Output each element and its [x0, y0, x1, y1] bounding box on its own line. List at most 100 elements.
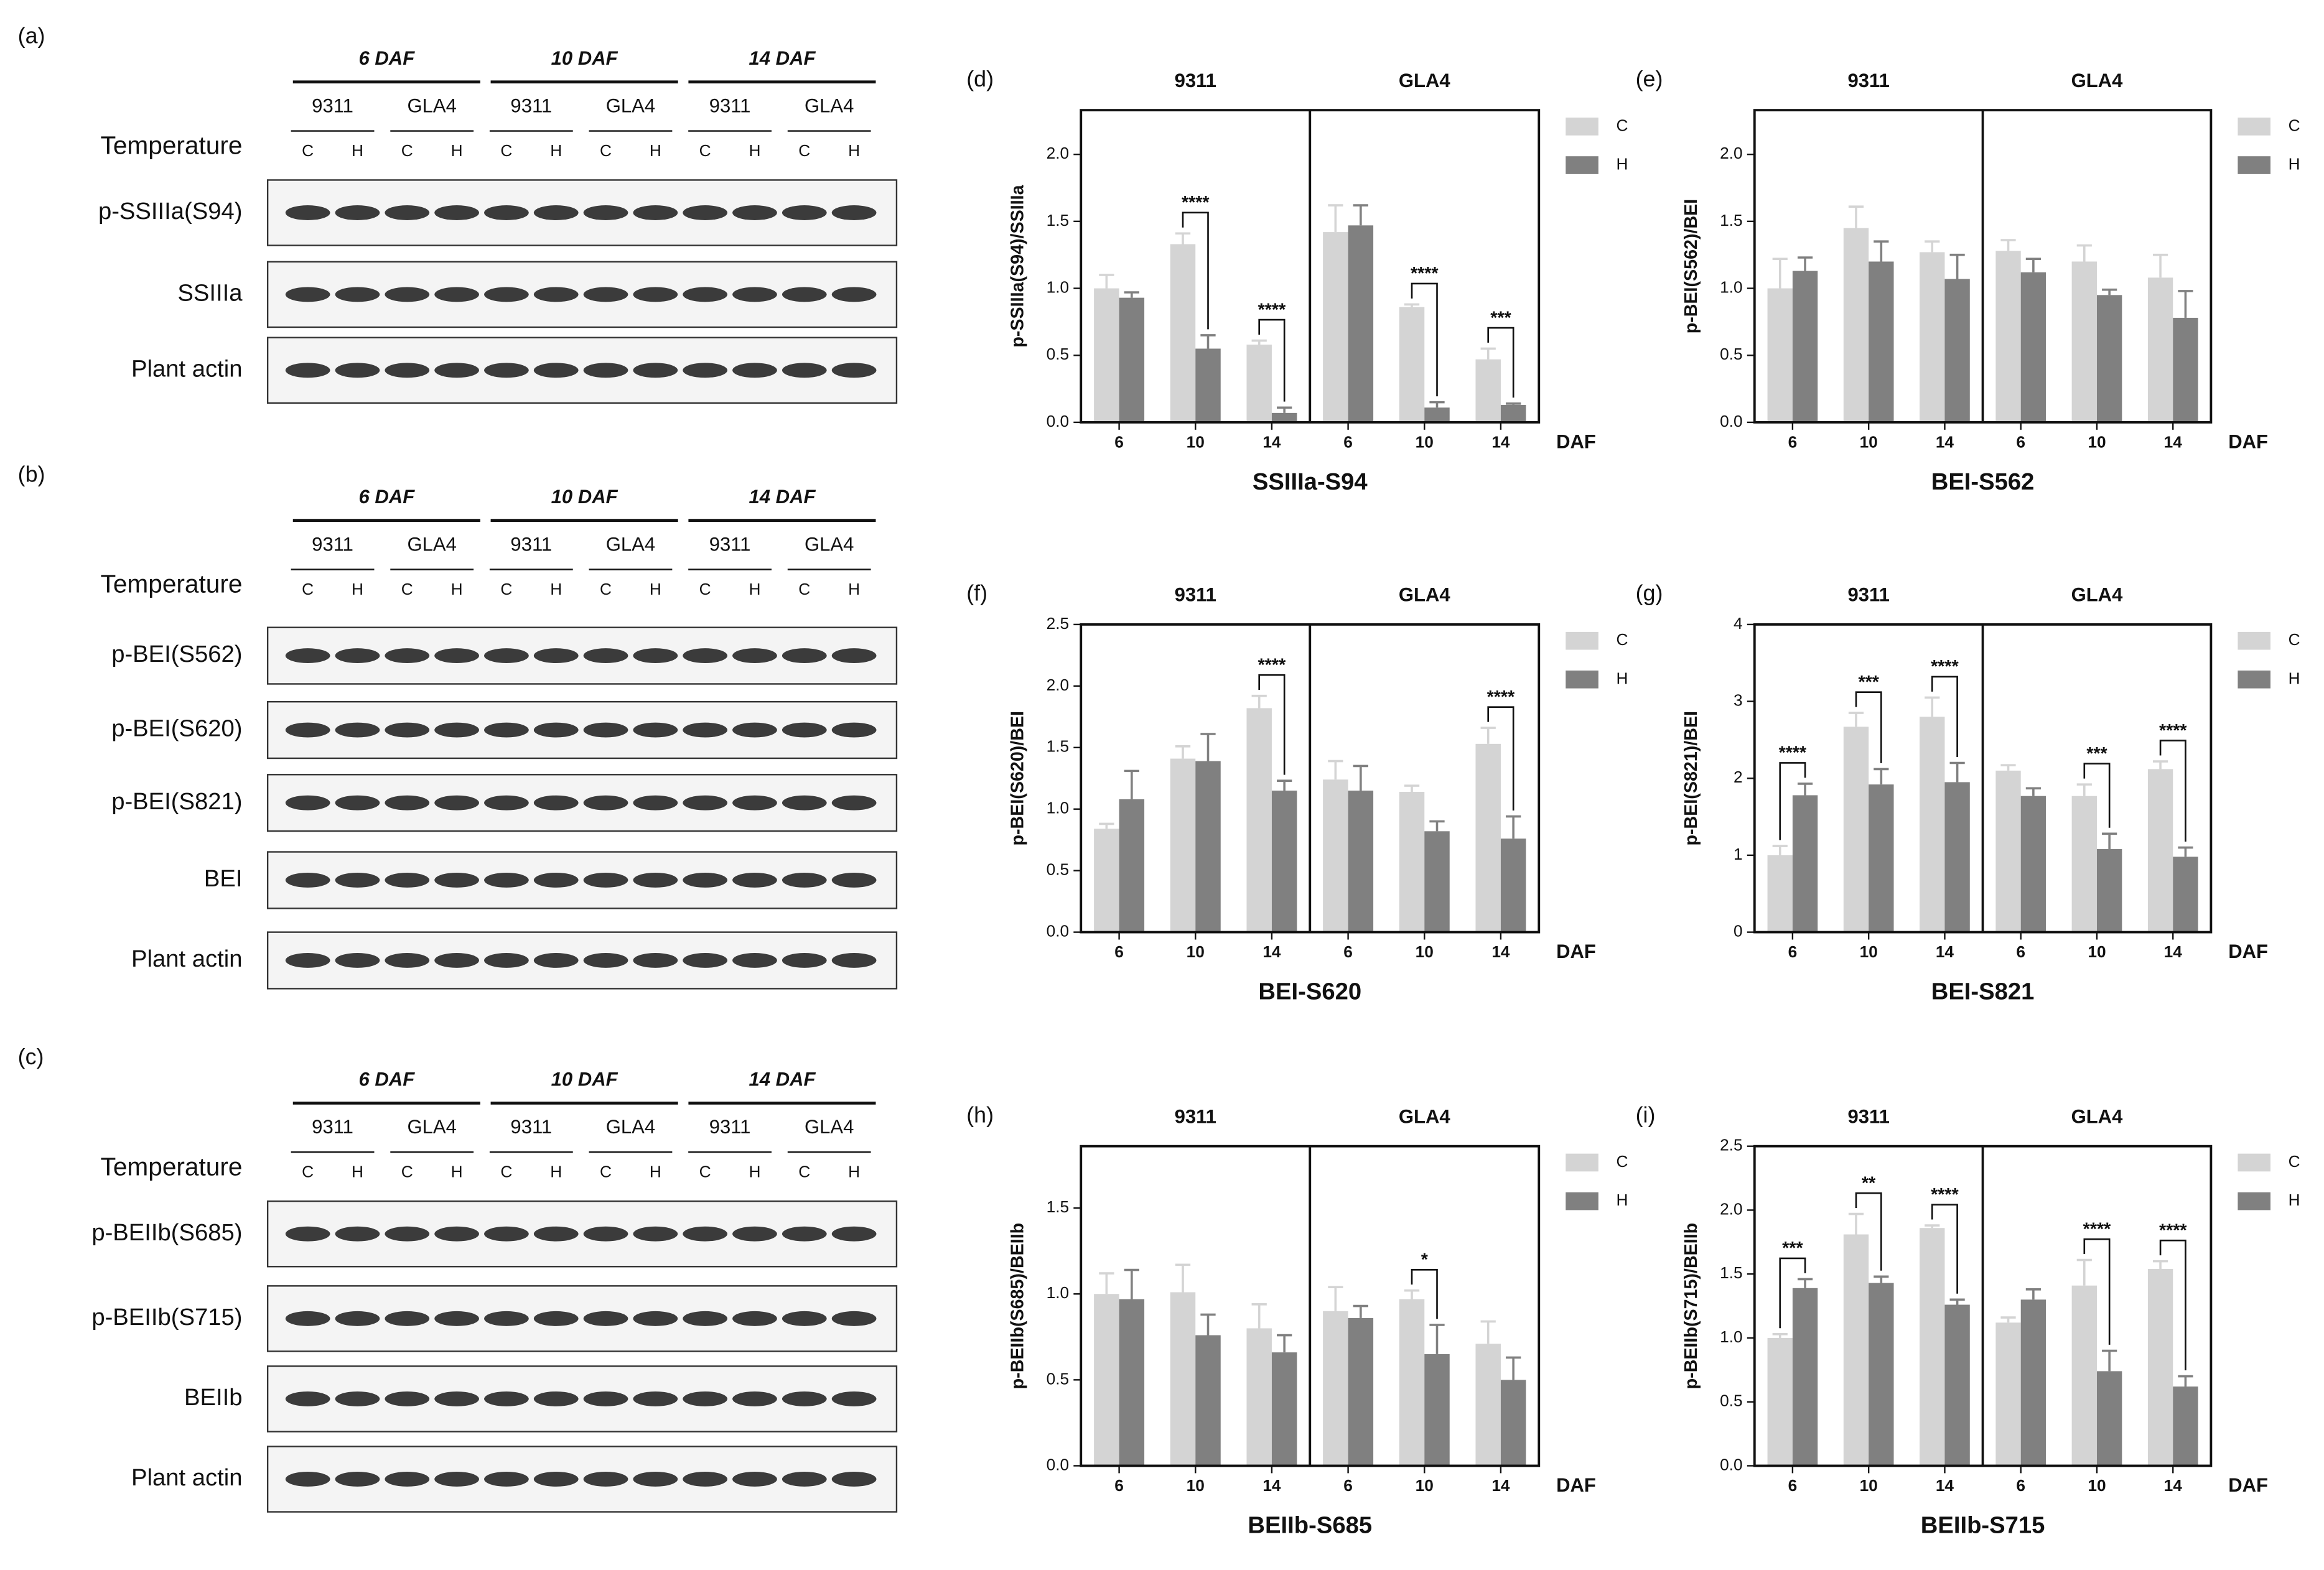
bar [1767, 288, 1793, 422]
temperature: C [302, 141, 314, 160]
chart-title: BEI-S821 [1931, 978, 2035, 1005]
band [335, 1226, 380, 1242]
bar [1869, 261, 1894, 422]
band [434, 287, 479, 302]
group-label: GLA4 [2071, 584, 2124, 606]
band [285, 795, 330, 811]
band [434, 722, 479, 738]
chart-title: SSIIIa-S94 [1253, 468, 1368, 495]
band [633, 648, 678, 664]
x-tick-label: 14 [1936, 942, 1954, 961]
band [583, 363, 628, 378]
band [434, 795, 479, 811]
band [385, 363, 430, 378]
chart-title: BEI-S620 [1258, 978, 1361, 1005]
bar [2020, 1299, 2046, 1466]
genotype-label: 9311 [312, 95, 353, 117]
band [434, 205, 479, 220]
temperature: H [352, 141, 363, 160]
band [831, 1311, 877, 1326]
temperature: C [500, 1163, 512, 1181]
x-tick-label: 14 [1262, 942, 1281, 961]
genotype-label: 9311 [709, 95, 751, 117]
band [484, 872, 529, 888]
x-tick-label: 10 [1187, 942, 1205, 961]
band [831, 287, 877, 302]
legend-swatch [1566, 670, 1598, 689]
band [434, 1311, 479, 1326]
bar [1767, 855, 1793, 932]
chart-title: BEI-S562 [1931, 468, 2035, 495]
genotype-label: 9311 [510, 1116, 552, 1138]
row-label: p-BEIIb(S685) [91, 1219, 242, 1246]
band [335, 795, 380, 811]
band [633, 1472, 678, 1487]
band [385, 1391, 430, 1406]
y-tick-label: 0.5 [1720, 1391, 1743, 1410]
group-label: GLA4 [1399, 1105, 1451, 1127]
band [683, 872, 728, 888]
band [434, 953, 479, 968]
significance-bracket [1931, 676, 1958, 757]
band [285, 722, 330, 738]
band [335, 648, 380, 664]
bar [1944, 279, 1970, 422]
x-tick-label: 14 [1262, 1476, 1281, 1495]
band [434, 648, 479, 664]
band [285, 1391, 330, 1406]
significance-label: **** [1931, 1185, 1959, 1205]
band [831, 1226, 877, 1242]
bar [2147, 277, 2173, 422]
bar [2096, 295, 2122, 422]
legend-swatch [1566, 631, 1598, 650]
x-tick-label: 6 [1788, 1476, 1798, 1495]
bar [1399, 792, 1425, 932]
band [434, 1472, 479, 1487]
band [683, 1226, 728, 1242]
significance-label: **** [2083, 1219, 2111, 1239]
group-header: 6 DAF [358, 47, 415, 69]
band [434, 1391, 479, 1406]
band [533, 363, 579, 378]
bar [1348, 1317, 1374, 1466]
temperature: C [500, 580, 512, 598]
significance-bracket [1258, 318, 1286, 402]
bar [1792, 1288, 1818, 1466]
bar [1246, 345, 1272, 422]
row-label: p-SSIIIa(S94) [98, 198, 243, 225]
significance-label: **** [1931, 657, 1959, 677]
x-tick-label: 14 [1936, 1476, 1954, 1495]
temperature: H [650, 1163, 661, 1181]
group-label: GLA4 [2071, 70, 2124, 91]
temperature: H [352, 1163, 363, 1181]
significance-label: **** [1487, 687, 1515, 707]
x-tick-label: 6 [1114, 1476, 1124, 1495]
y-tick-label: 1.5 [1720, 211, 1743, 230]
band [583, 1311, 628, 1326]
x-axis-label: DAF [1556, 431, 1596, 453]
band [633, 1311, 678, 1326]
significance-label: **** [1779, 743, 1807, 763]
band [533, 953, 579, 968]
band [732, 1226, 777, 1242]
group-header: 10 DAF [551, 486, 618, 508]
x-tick-label: 14 [1491, 432, 1510, 451]
bar [1843, 1234, 1869, 1466]
panel-label: (c) [18, 1044, 44, 1069]
band [385, 795, 430, 811]
temperature: H [848, 1163, 860, 1181]
temperature: H [749, 580, 760, 598]
band [683, 1311, 728, 1326]
temperature: C [600, 141, 612, 160]
y-tick-label: 0.5 [1047, 1369, 1070, 1388]
y-axis-label: p-SSIIIa(S94)/SSIIIa [1007, 184, 1027, 347]
band [484, 648, 529, 664]
bar [1246, 708, 1272, 932]
bar [1348, 791, 1374, 932]
genotype-label: GLA4 [606, 533, 655, 555]
band [484, 1311, 529, 1326]
bar [1869, 1283, 1894, 1466]
band [335, 1391, 380, 1406]
temperature: C [401, 141, 413, 160]
